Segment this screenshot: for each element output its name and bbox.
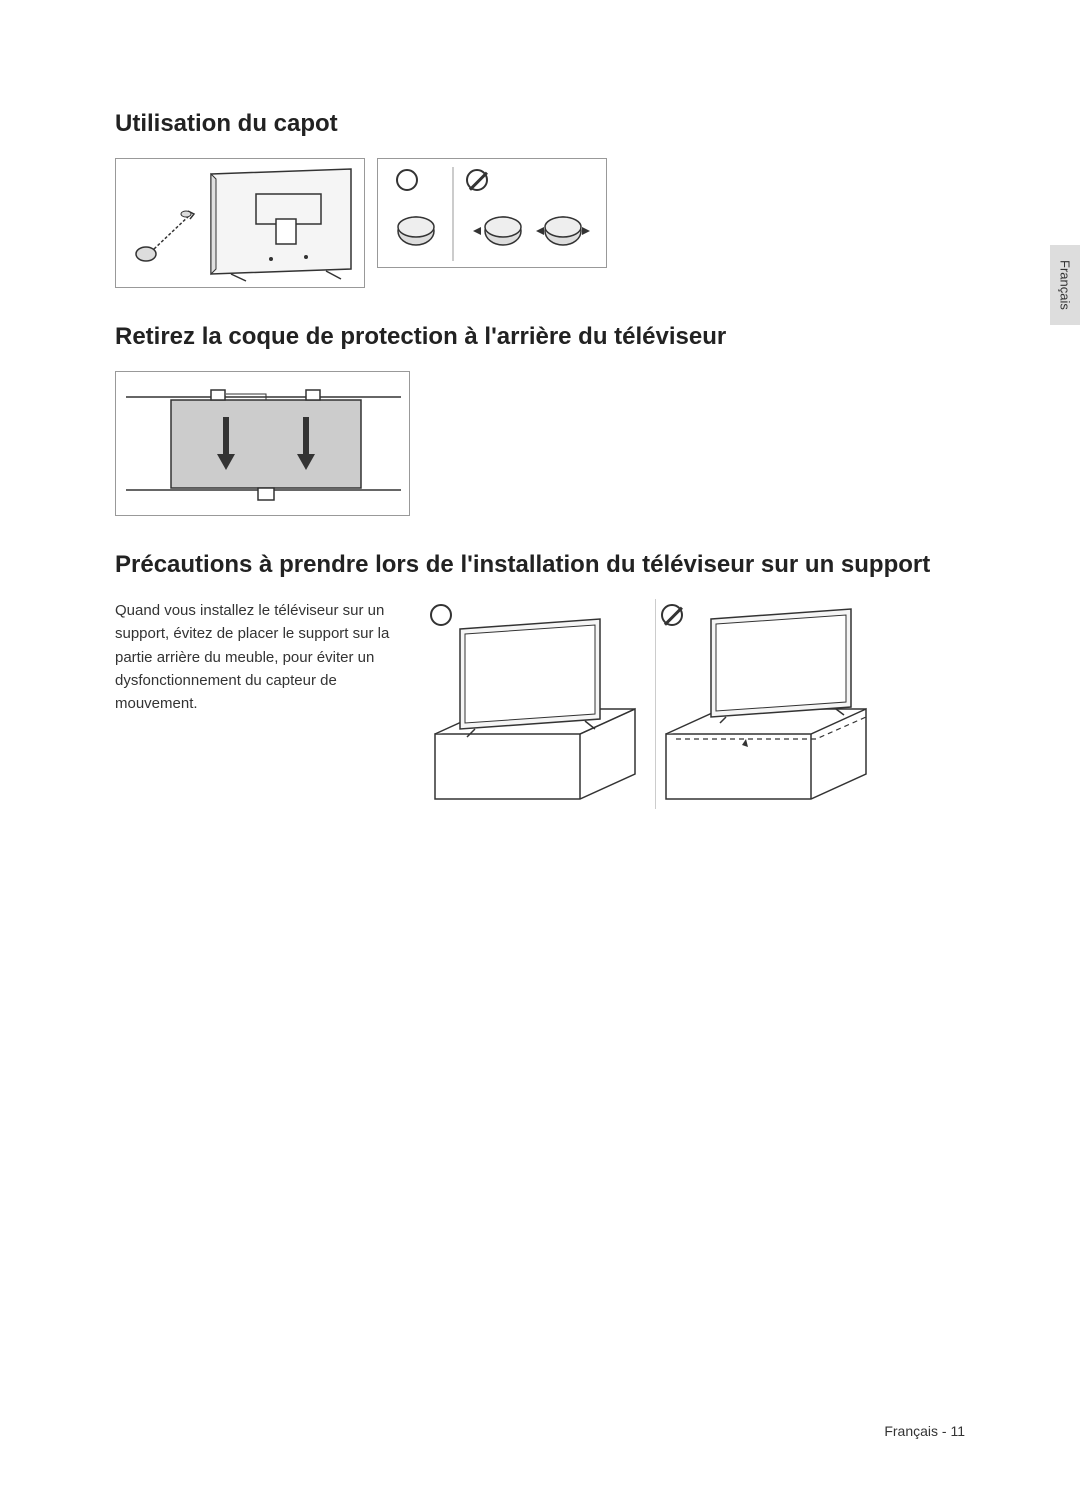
footer-language: Français bbox=[884, 1423, 938, 1439]
page: Utilisation du capot bbox=[0, 0, 1080, 1494]
section-coque: Retirez la coque de protection à l'arriè… bbox=[115, 323, 965, 516]
figure-capot-caps bbox=[377, 158, 607, 268]
diagram-tv-front-icon bbox=[425, 599, 655, 809]
page-footer: Français - 11 bbox=[884, 1423, 965, 1439]
language-tab: Français bbox=[1050, 245, 1080, 325]
precautions-row: Quand vous installez le téléviseur sur u… bbox=[115, 599, 965, 809]
precautions-figures bbox=[425, 599, 965, 809]
section-capot: Utilisation du capot bbox=[115, 110, 965, 288]
figure-placement-ok bbox=[425, 599, 655, 809]
prohibited-icon bbox=[661, 604, 683, 626]
diagram-tv-back-icon bbox=[116, 159, 366, 289]
figure-placement-no bbox=[656, 599, 886, 809]
diagram-tv-rear-icon bbox=[656, 599, 886, 809]
section-precautions: Précautions à prendre lors de l'installa… bbox=[115, 551, 965, 809]
ok-icon bbox=[430, 604, 452, 626]
footer-page-number: 11 bbox=[950, 1423, 965, 1439]
ok-icon bbox=[396, 169, 418, 191]
figure-row-capot bbox=[115, 158, 965, 288]
figure-coque bbox=[115, 371, 410, 516]
prohibited-icon bbox=[466, 169, 488, 191]
diagram-remove-cover-icon bbox=[116, 372, 411, 517]
figure-capot-tv bbox=[115, 158, 365, 288]
footer-separator: - bbox=[938, 1423, 950, 1439]
heading-capot: Utilisation du capot bbox=[115, 110, 965, 138]
language-tab-label: Français bbox=[1058, 260, 1073, 310]
heading-precautions: Précautions à prendre lors de l'installa… bbox=[115, 551, 965, 579]
precautions-body: Quand vous installez le téléviseur sur u… bbox=[115, 599, 395, 715]
heading-coque: Retirez la coque de protection à l'arriè… bbox=[115, 323, 965, 351]
